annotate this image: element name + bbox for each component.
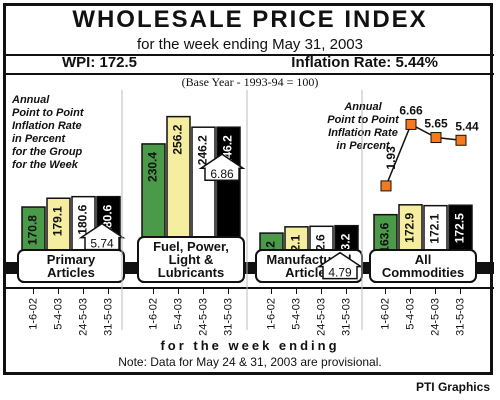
inflation-marker [430,132,442,144]
inflation-arrow [78,222,126,251]
group-name: Commodities [382,265,464,280]
annotation-line: Inflation Rate [12,120,82,132]
group-name: Articles [47,265,95,280]
left-annotation: Annual Point to Point Inflation Rate in … [12,94,83,172]
bar-value-label: 246.2 [196,135,210,165]
x-tick-label: 1-6-02 [265,298,277,330]
x-tick-label: 5-4-03 [404,298,416,330]
annotation-line: in Percent [12,133,66,145]
x-tick-label: 1-6-02 [27,298,39,330]
x-axis-caption: for the week ending [160,338,340,353]
divider [6,73,494,75]
inflation-value: 4.79 [328,266,352,280]
right-annotation: Annual Point to Point Inflation Rate in … [308,101,418,153]
inflation-marker [455,134,467,146]
x-tick-label: 31-5-03 [454,298,466,336]
x-tick-label: 24-5-03 [429,298,441,336]
chart-title: WHOLESALE PRICE INDEX [72,6,428,33]
inflation-rate: Inflation Rate: 5.44% [291,54,438,71]
inflation-arrow [316,251,364,280]
bar-value-label: 256.2 [171,124,185,154]
bar-value-label: 179.1 [51,206,65,236]
x-tick-label: 5-4-03 [172,298,184,330]
divider [6,54,494,56]
bar-value-label: 172.5 [453,213,467,243]
x-tick-label: 24-5-03 [315,298,327,336]
group-name: Articles [285,265,333,280]
annotation-line: for the Group [12,146,83,158]
x-tick-label: 31-5-03 [102,298,114,336]
x-tick-label: 24-5-03 [197,298,209,336]
base-year: (Base Year - 1993-94 = 100) [181,75,319,89]
x-tick-label: 5-4-03 [290,298,302,330]
credit: PTI Graphics [415,380,490,394]
group-label-box [137,236,245,283]
group-name: All [415,252,432,267]
bar-value-label: 172.9 [403,212,417,242]
annotation-line: Annual [344,101,382,113]
x-tick-label: 1-6-02 [379,298,391,330]
inflation-arrow [198,153,246,181]
inflation-point-label: 5.65 [424,117,448,131]
group-label-box [369,249,477,283]
x-tick-label: 1-6-02 [147,298,159,330]
group-name: Light & [169,252,214,267]
group-name: Primary [47,252,96,267]
group-name: Lubricants [158,265,224,280]
inflation-value: 5.74 [90,237,114,251]
annotation-line: Point to Point [327,114,399,126]
inflation-marker [380,180,392,192]
wpi-value: WPI: 172.5 [62,54,138,71]
chart-subtitle: for the week ending May 31, 2003 [137,36,363,53]
annotation-line: Annual [12,94,50,106]
x-tick-label: 31-5-03 [340,298,352,336]
inflation-point-label: 1.93 [384,146,398,170]
bar-value-label: 180.6 [76,204,90,234]
inflation-point-label: 5.44 [455,119,479,133]
annotation-line: for the Week [12,159,78,171]
inflation-marker [405,118,417,130]
x-tick-label: 5-4-03 [52,298,64,330]
inflation-line [385,123,462,187]
bar-value-label: 170.8 [26,215,40,245]
footnote: Note: Data for May 24 & 31, 2003 are pro… [118,355,382,369]
bar-value-label: 163.6 [378,222,392,252]
x-tick-label: 24-5-03 [77,298,89,336]
annotation-line: Inflation Rate [328,127,398,139]
annotation-line: Point to Point [12,107,84,119]
inflation-point-label: 6.66 [399,103,423,117]
bar-value-label: 172.1 [428,213,442,243]
group-name: Fuel, Power, [153,239,229,254]
annotation-line: in Percent [336,140,390,152]
bar-value-label: 230.4 [146,152,160,182]
inflation-value: 6.86 [210,167,234,181]
group-label-box [17,249,125,283]
x-tick-label: 31-5-03 [222,298,234,336]
chart-frame [3,3,493,375]
